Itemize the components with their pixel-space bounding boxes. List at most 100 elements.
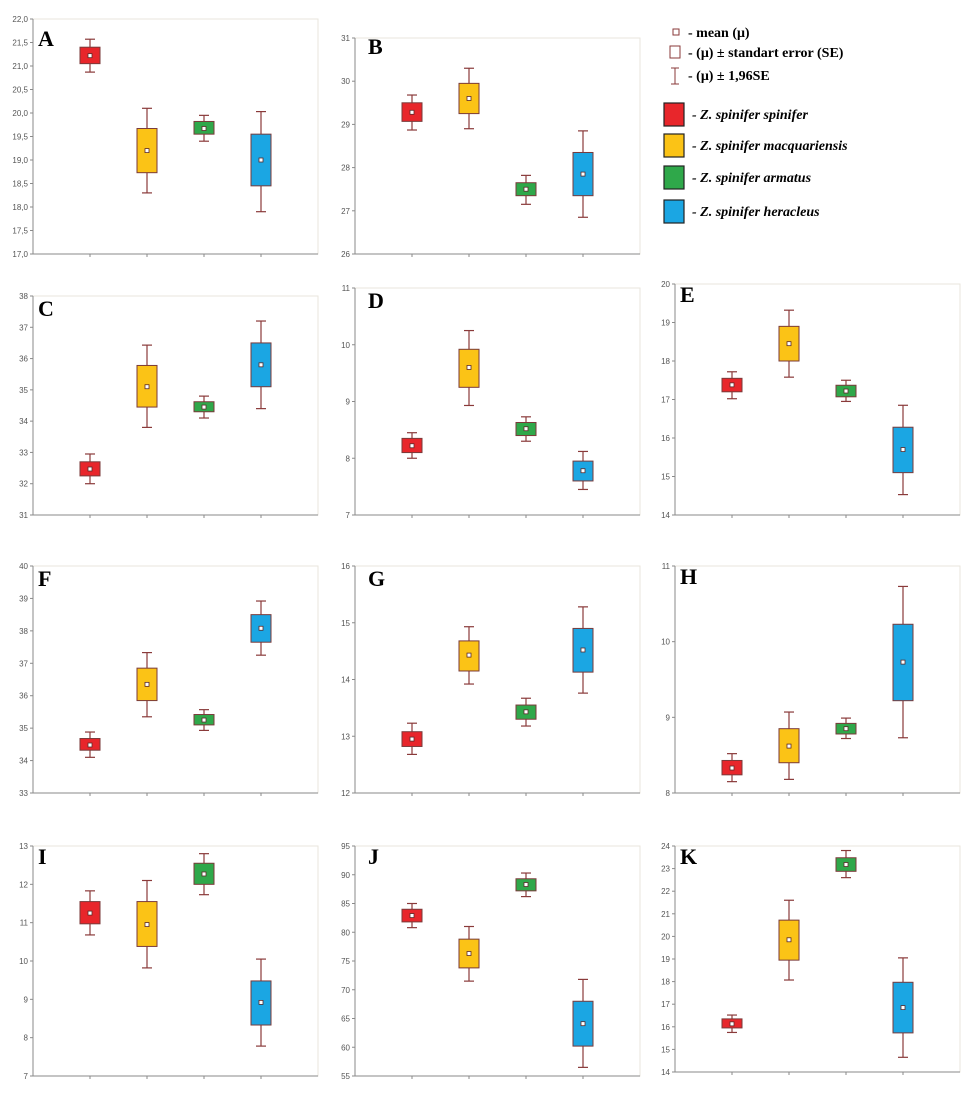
y-tick-label: 37 (19, 659, 28, 668)
y-tick-label: 30 (341, 77, 350, 86)
legend-label-spinifer: - Z. spinifer spinifer (692, 108, 808, 123)
mean-marker (900, 1005, 906, 1010)
mean-marker (201, 717, 207, 723)
legend-swatch-macquariensis (663, 133, 685, 158)
y-tick-label: 14 (661, 511, 670, 520)
mean-marker (409, 913, 415, 918)
mean-marker (729, 765, 735, 771)
mean-marker (523, 186, 529, 192)
y-tick-label: 18,5 (12, 180, 28, 189)
y-tick-label: 8 (346, 454, 351, 463)
y-tick-label: 38 (19, 292, 28, 301)
y-tick-label: 29 (341, 120, 350, 129)
mean-marker (580, 647, 586, 653)
y-tick-label: 13 (341, 732, 350, 741)
y-tick-label: 80 (341, 928, 350, 937)
y-tick-label: 32 (19, 480, 28, 489)
y-tick-label: 35 (19, 724, 28, 733)
y-tick-label: 14 (341, 676, 350, 685)
legend-se-label: - (μ) ± standart error (SE) (688, 46, 844, 61)
mean-marker (258, 625, 264, 631)
y-tick-label: 11 (342, 284, 351, 293)
y-tick-label: 7 (346, 511, 351, 520)
legend-swatch-spinifer (663, 102, 685, 127)
y-tick-label: 8 (24, 1034, 29, 1043)
y-tick-label: 33 (19, 789, 28, 798)
panel-a: 17,0 17,5 18,0 18,5 19,0 19,5 20,0 20,5 21,0 21,5… (12, 15, 319, 259)
mean-marker (900, 447, 906, 452)
panel-g: 12 13 14 15 16 G (341, 562, 641, 798)
panel-frame (354, 287, 641, 516)
y-tick-label: 33 (19, 448, 28, 457)
y-tick-label: 40 (19, 562, 28, 571)
mean-marker (580, 468, 586, 474)
y-tick-label: 10 (341, 341, 350, 350)
mean-marker (258, 157, 264, 163)
panel-frame (674, 283, 961, 516)
mean-marker (523, 882, 529, 887)
panel-label: I (38, 844, 47, 869)
y-tick-label: 18,0 (12, 203, 28, 212)
mean-marker (144, 681, 150, 687)
mean-marker (87, 466, 93, 472)
y-tick-label: 85 (341, 900, 350, 909)
y-tick-label: 19 (661, 319, 670, 328)
mean-marker (466, 652, 472, 658)
panel-label: C (38, 296, 54, 321)
panel-label: A (38, 26, 54, 51)
y-tick-label: 12 (19, 880, 28, 889)
panel-frame (354, 565, 641, 794)
y-tick-label: 34 (19, 417, 28, 426)
y-tick-label: 34 (19, 757, 28, 766)
y-tick-label: 17 (661, 1000, 670, 1009)
panel-h: 8 9 10 11 H (661, 562, 961, 798)
y-tick-label: 55 (341, 1072, 350, 1081)
mean-marker (466, 96, 472, 101)
mean-marker (729, 382, 735, 388)
mean-marker (466, 365, 472, 370)
panel-i: 7 8 9 10 11 12 13 I (19, 842, 319, 1081)
legend-swatch-armatus (663, 165, 685, 190)
y-tick-label: 17,0 (12, 250, 28, 259)
y-tick-label: 21,5 (12, 39, 28, 48)
mean-marker (523, 709, 529, 715)
y-tick-label: 31 (341, 34, 350, 43)
panel-frame (674, 845, 961, 1073)
panel-frame (674, 565, 961, 794)
mean-marker (786, 937, 792, 943)
y-tick-label: 23 (661, 865, 670, 874)
legend-mean-marker (672, 28, 680, 36)
panel-label: E (680, 282, 695, 307)
mean-marker (144, 922, 150, 927)
mean-marker (258, 1000, 264, 1005)
panel-b: 26 27 28 29 30 31 B (341, 34, 641, 259)
panel-j: 55 60 65 70 75 80 85 90 95 J (341, 842, 641, 1081)
legend-se-marker (669, 45, 681, 59)
y-tick-label: 31 (19, 511, 28, 520)
mean-marker (87, 742, 93, 748)
y-tick-label: 24 (661, 842, 670, 851)
mean-marker (409, 109, 415, 115)
mean-marker (87, 53, 93, 59)
y-tick-label: 16 (661, 434, 670, 443)
mean-marker (786, 341, 792, 347)
panel-frame (32, 845, 319, 1077)
panel-f: 33 34 35 36 37 38 39 40 F (19, 562, 319, 798)
legend-label-macquariensis: - Z. spinifer macquariensis (692, 139, 848, 154)
y-tick-label: 9 (666, 713, 671, 722)
y-tick-label: 35 (19, 386, 28, 395)
panel-frame (32, 18, 319, 255)
y-tick-label: 37 (19, 323, 28, 332)
y-tick-label: 10 (19, 957, 28, 966)
y-tick-label: 8 (666, 789, 671, 798)
panels-group: 17,0 17,5 18,0 18,5 19,0 19,5 20,0 20,5 21,0 21,5… (12, 15, 961, 1081)
y-tick-label: 13 (19, 842, 28, 851)
y-tick-label: 65 (341, 1015, 350, 1024)
mean-marker (843, 388, 849, 394)
y-tick-label: 9 (24, 995, 29, 1004)
mean-marker (843, 862, 849, 867)
panel-c: 31 32 33 34 35 36 37 38 C (19, 292, 319, 520)
y-tick-label: 28 (341, 164, 350, 173)
legend: - mean (μ) - (μ) ± standart error (SE) -… (663, 26, 848, 224)
